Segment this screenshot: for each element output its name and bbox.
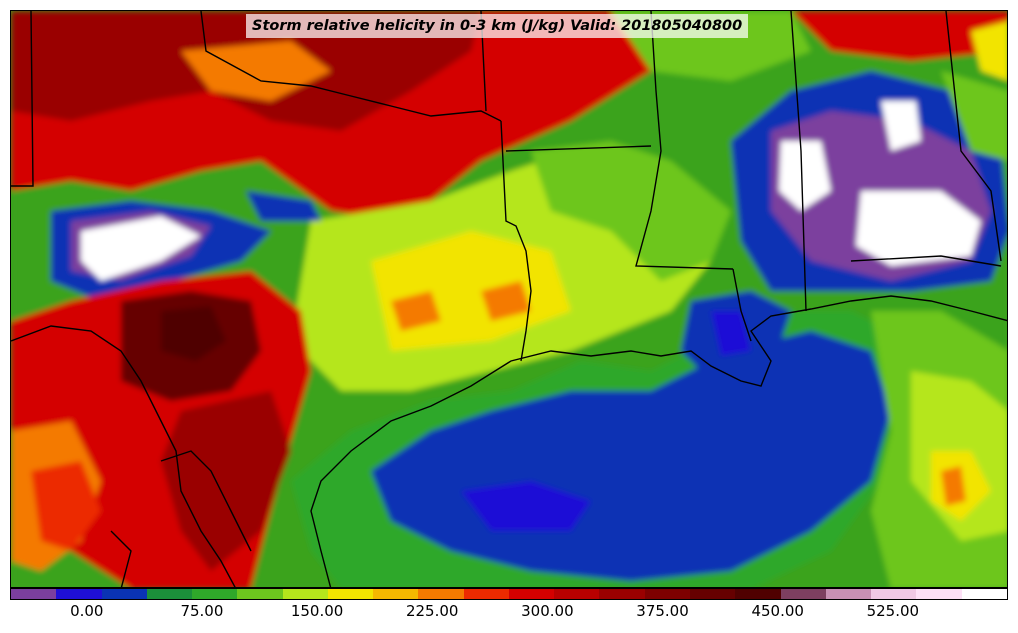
colorbar-tick-label: 300.00 <box>521 602 574 620</box>
colorbar-swatch <box>418 589 464 599</box>
colorbar-swatch <box>780 589 826 599</box>
colorbar-swatch <box>916 589 962 599</box>
colorbar-swatch <box>237 589 283 599</box>
colorbar-swatch <box>101 589 147 599</box>
colorbar-swatch <box>463 589 509 599</box>
coastline <box>310 295 1007 587</box>
map-title: Storm relative helicity in 0-3 km (J/kg)… <box>246 14 749 38</box>
colorbar-swatch <box>554 589 600 599</box>
colorbar-swatch <box>871 589 917 599</box>
colorbar-swatch <box>56 589 102 599</box>
colorbar-swatch <box>146 589 193 599</box>
colorbar-swatch <box>644 589 690 599</box>
colorbar-tick-label: 225.00 <box>405 602 459 620</box>
map-svg <box>11 11 1007 587</box>
colorbar-swatch <box>11 589 57 599</box>
helicity-field <box>11 11 1007 587</box>
colorbar-tick-label: 75.00 <box>180 602 224 620</box>
colorbar-swatch <box>282 589 328 599</box>
helicity-map <box>10 10 1008 588</box>
colorbar-tick-label: 150.00 <box>290 602 344 620</box>
colorbar-swatch <box>192 589 238 599</box>
state-boundaries <box>11 11 1002 587</box>
colorbar-swatch <box>961 589 1007 599</box>
colorbar-ticks: 0.00 75.00 150.00 225.00 300.00 375.00 450.00 5… <box>10 602 1008 622</box>
colorbar-swatch <box>599 589 645 599</box>
colorbar-swatch <box>689 589 736 599</box>
colorbar-tick-label: 0.00 <box>70 602 104 620</box>
colorbar-swatch <box>508 589 555 599</box>
colorbar-swatch <box>373 589 419 599</box>
colorbar-tick-label: 375.00 <box>636 602 689 620</box>
colorbar-tick-label: 525.00 <box>866 602 920 620</box>
colorbar <box>10 588 1008 600</box>
colorbar-tick-label: 450.00 <box>751 602 804 620</box>
colorbar-swatch <box>735 589 781 599</box>
colorbar-swatch <box>327 589 374 599</box>
colorbar-swatch <box>825 589 872 599</box>
